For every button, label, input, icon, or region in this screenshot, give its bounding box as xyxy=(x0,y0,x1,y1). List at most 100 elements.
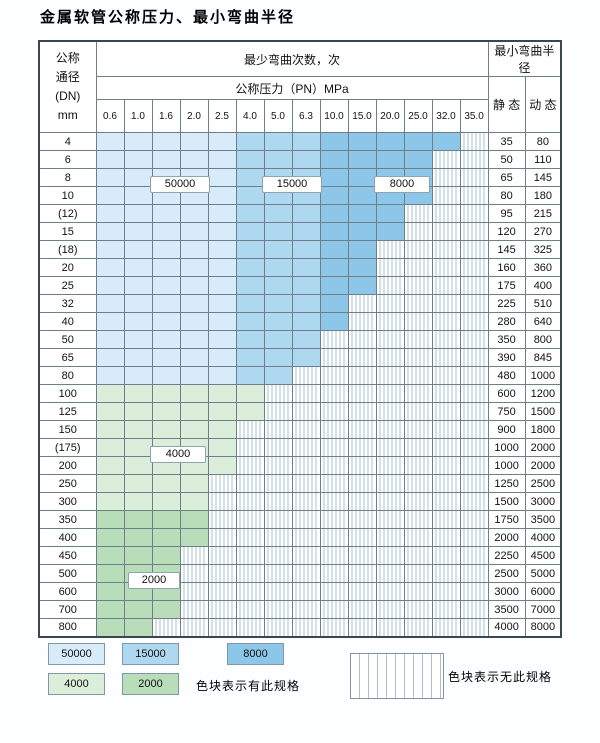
dynamic-radius-cell: 110 xyxy=(524,150,562,169)
availability-cell xyxy=(179,204,209,223)
availability-cell xyxy=(431,330,461,349)
legend-no-spec-text: 色块表示无此规格 xyxy=(448,670,553,684)
availability-cell xyxy=(151,132,181,151)
availability-cell xyxy=(375,348,405,367)
availability-cell xyxy=(151,204,181,223)
availability-cell xyxy=(431,366,461,385)
static-radius-cell: 120 xyxy=(487,222,526,241)
header-nominal-pressure: 公称压力（PN）MPa xyxy=(95,76,489,100)
availability-cell xyxy=(151,294,181,313)
availability-cell xyxy=(347,492,377,511)
availability-cell xyxy=(263,312,293,331)
availability-cell xyxy=(123,366,153,385)
availability-cell xyxy=(95,240,125,259)
dynamic-radius-cell: 1800 xyxy=(524,420,562,439)
availability-cell xyxy=(403,132,433,151)
availability-cell xyxy=(235,240,265,259)
static-radius-cell: 480 xyxy=(487,366,526,385)
availability-cell xyxy=(235,582,265,601)
availability-cell xyxy=(319,150,349,169)
table-row: 20 160 360 xyxy=(38,258,562,277)
grid-label-4000: 4000 xyxy=(150,446,206,463)
availability-cell xyxy=(459,294,489,313)
availability-cell xyxy=(459,258,489,277)
availability-cell xyxy=(403,564,433,583)
availability-cell xyxy=(291,222,321,241)
availability-cell xyxy=(403,222,433,241)
availability-cell xyxy=(179,330,209,349)
static-radius-cell: 1000 xyxy=(487,438,526,457)
availability-cell xyxy=(207,618,237,637)
availability-cell xyxy=(319,330,349,349)
dynamic-radius-cell: 270 xyxy=(524,222,562,241)
static-radius-cell: 1500 xyxy=(487,492,526,511)
dynamic-radius-cell: 4500 xyxy=(524,546,562,565)
availability-cell xyxy=(235,276,265,295)
availability-cell xyxy=(319,528,349,547)
table-row: 50 350 800 xyxy=(38,330,562,349)
table-row: 300 1500 3000 xyxy=(38,492,562,511)
header-dn-line2: 通径 xyxy=(55,70,80,84)
dn-cell: 600 xyxy=(38,582,97,601)
availability-cell xyxy=(431,222,461,241)
availability-cell xyxy=(95,294,125,313)
availability-cell xyxy=(375,492,405,511)
availability-cell xyxy=(403,402,433,421)
availability-cell xyxy=(179,240,209,259)
dn-cell: 25 xyxy=(38,276,97,295)
availability-cell xyxy=(235,456,265,475)
legend-no-spec-swatch xyxy=(350,653,444,699)
dynamic-radius-cell: 6000 xyxy=(524,582,562,601)
dn-cell: 40 xyxy=(38,312,97,331)
dynamic-radius-cell: 2000 xyxy=(524,438,562,457)
availability-cell xyxy=(151,492,181,511)
static-radius-cell: 1750 xyxy=(487,510,526,529)
availability-cell xyxy=(403,348,433,367)
availability-cell xyxy=(403,546,433,565)
availability-cell xyxy=(347,186,377,205)
availability-cell xyxy=(459,492,489,511)
dn-cell: (175) xyxy=(38,438,97,457)
availability-cell xyxy=(123,312,153,331)
dn-cell: 20 xyxy=(38,258,97,277)
availability-cell xyxy=(375,222,405,241)
availability-cell xyxy=(207,276,237,295)
availability-cell xyxy=(291,420,321,439)
availability-cell xyxy=(263,456,293,475)
availability-cell xyxy=(431,474,461,493)
availability-cell xyxy=(347,618,377,637)
table-row: 6 50 110 xyxy=(38,150,562,169)
availability-cell xyxy=(347,438,377,457)
availability-cell xyxy=(403,618,433,637)
availability-cell xyxy=(179,492,209,511)
dynamic-radius-cell: 845 xyxy=(524,348,562,367)
availability-cell xyxy=(375,546,405,565)
availability-cell xyxy=(207,132,237,151)
availability-cell xyxy=(291,294,321,313)
availability-cell xyxy=(123,618,153,637)
availability-cell xyxy=(459,312,489,331)
availability-cell xyxy=(151,258,181,277)
legend-swatch-8000: 8000 xyxy=(227,643,284,665)
table-row: 25 175 400 xyxy=(38,276,562,295)
availability-cell xyxy=(263,258,293,277)
availability-cell xyxy=(403,330,433,349)
availability-cell xyxy=(179,294,209,313)
availability-cell xyxy=(235,132,265,151)
dn-cell: 450 xyxy=(38,546,97,565)
availability-cell xyxy=(291,204,321,223)
dynamic-radius-cell: 180 xyxy=(524,186,562,205)
availability-cell xyxy=(207,420,237,439)
availability-cell xyxy=(263,600,293,619)
static-radius-cell: 280 xyxy=(487,312,526,331)
availability-cell xyxy=(319,420,349,439)
availability-cell xyxy=(347,546,377,565)
grid-label-2000: 2000 xyxy=(128,572,180,589)
dynamic-radius-cell: 1200 xyxy=(524,384,562,403)
availability-cell xyxy=(207,564,237,583)
availability-cell xyxy=(403,420,433,439)
availability-cell xyxy=(235,474,265,493)
availability-cell xyxy=(319,276,349,295)
availability-cell xyxy=(235,258,265,277)
availability-cell xyxy=(207,402,237,421)
